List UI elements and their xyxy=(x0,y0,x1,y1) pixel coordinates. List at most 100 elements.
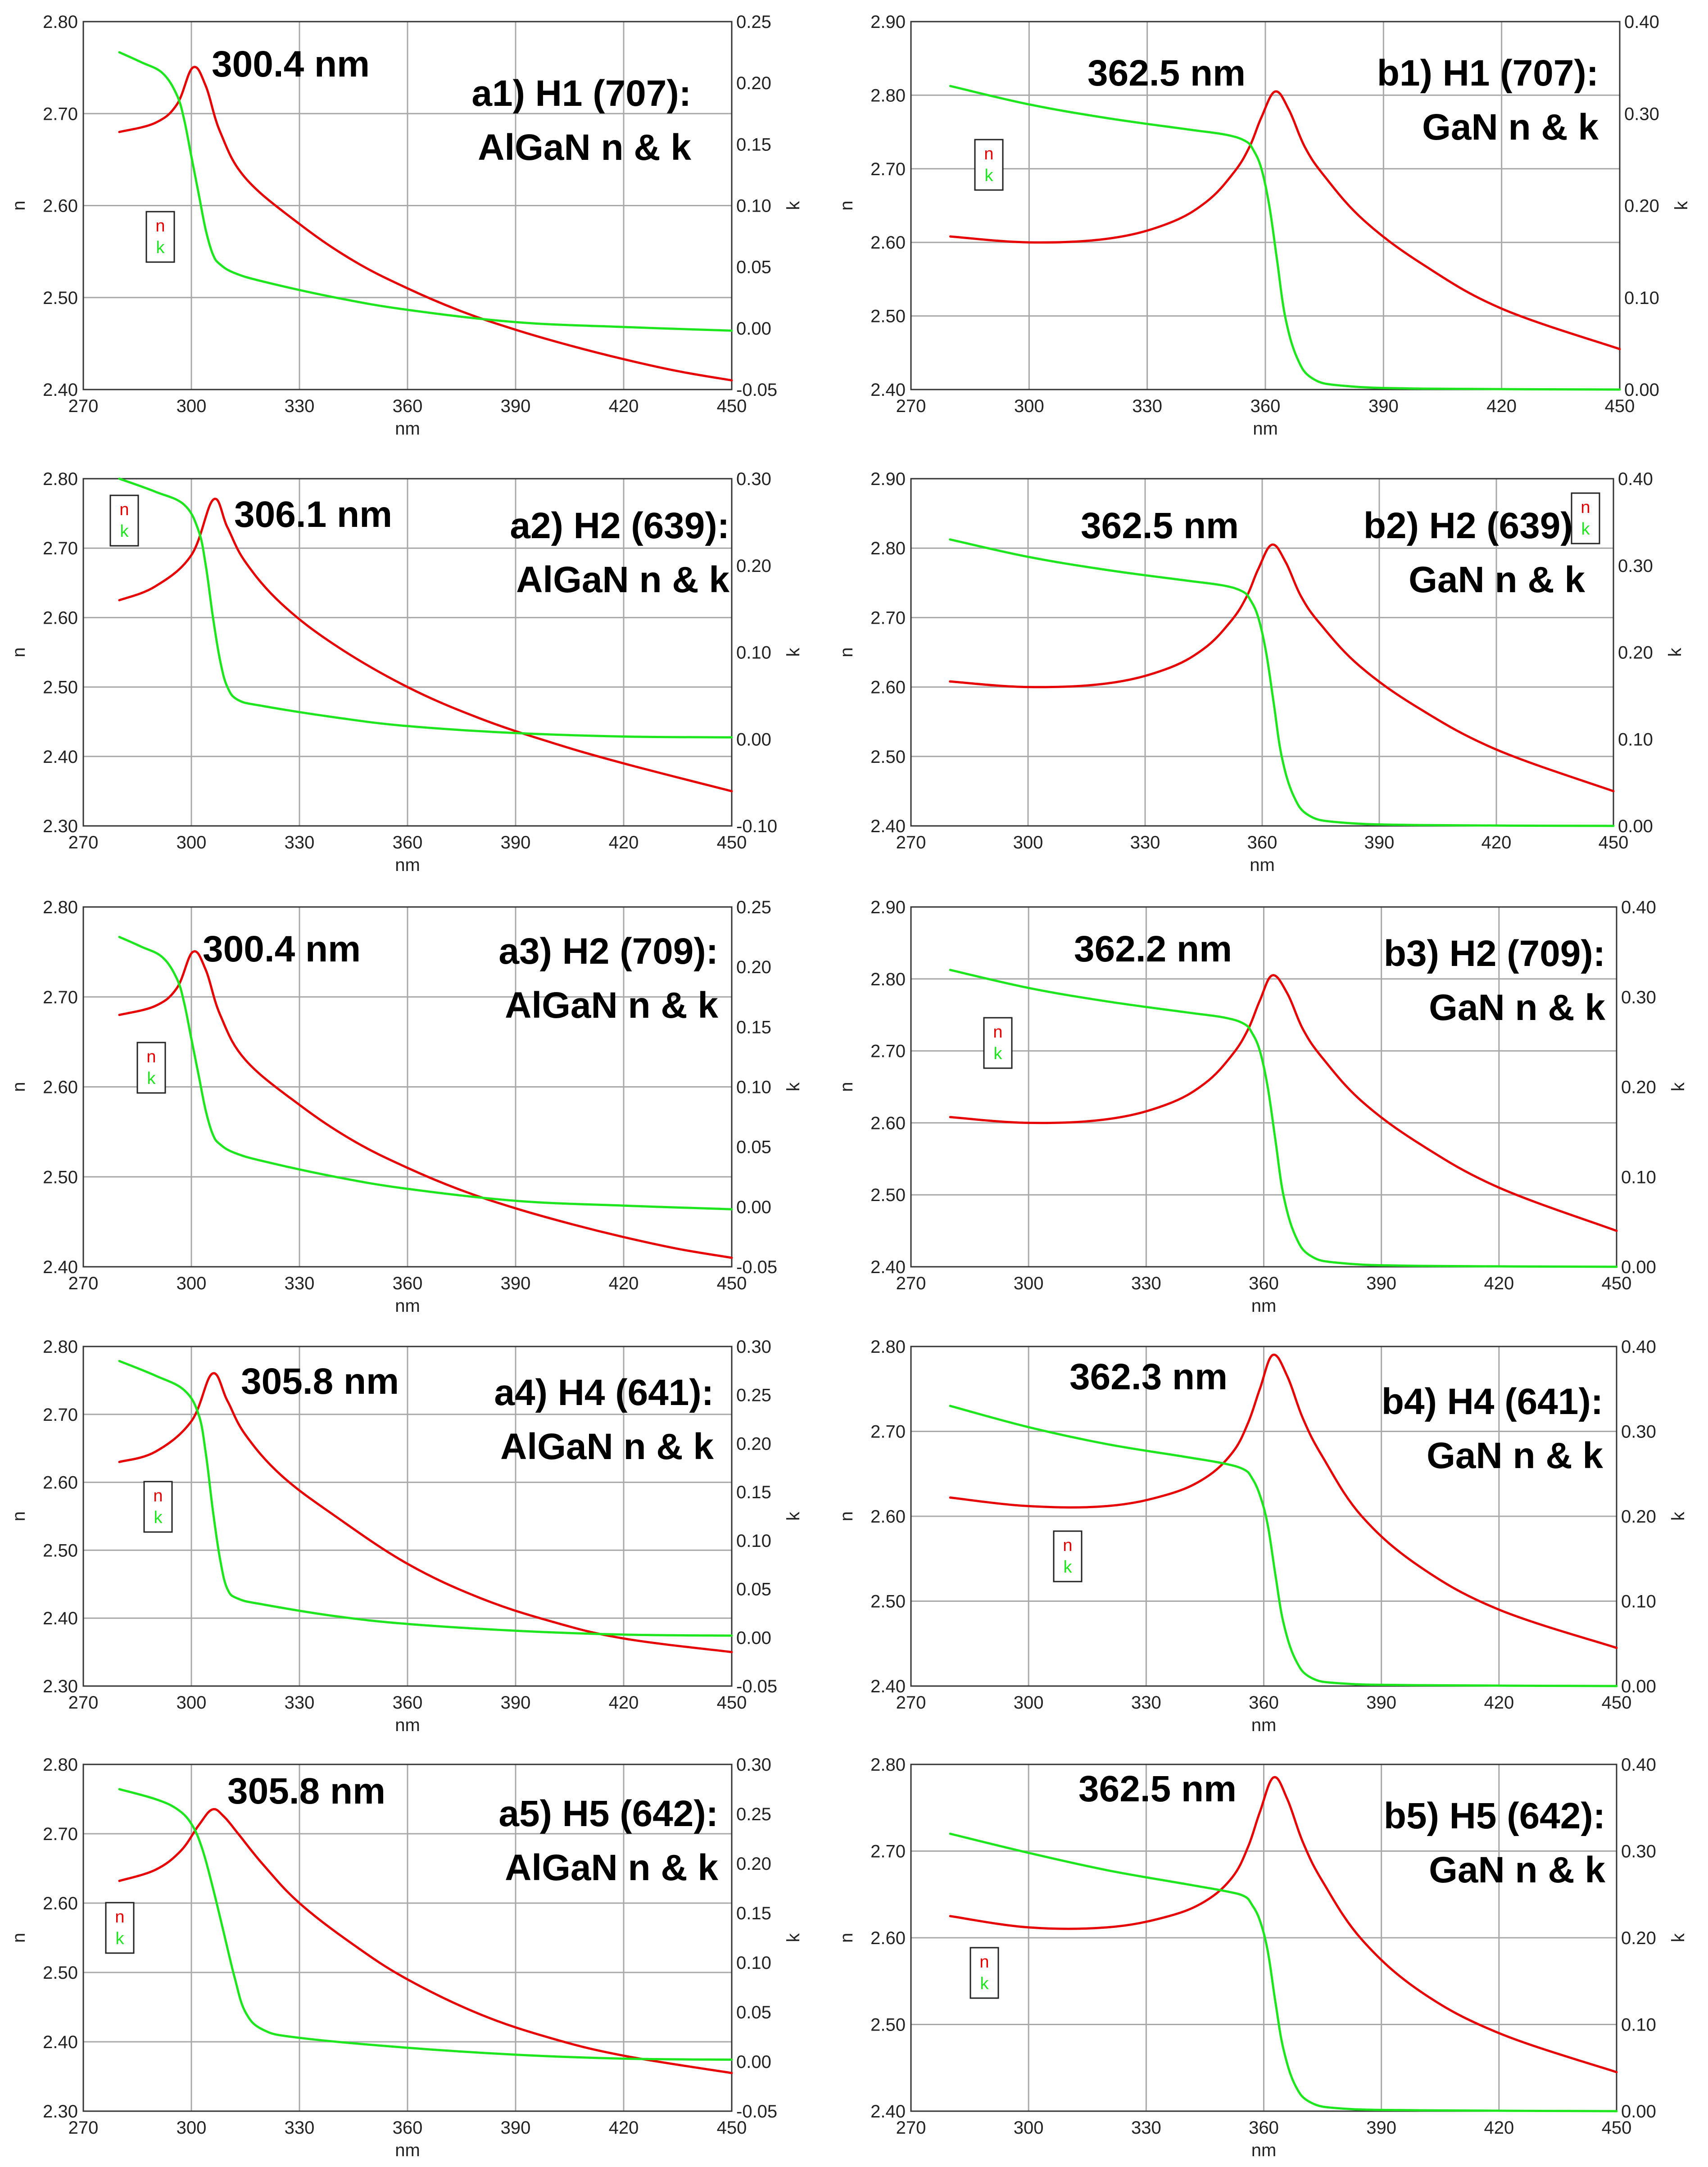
x-axis-label: nm xyxy=(395,1296,420,1316)
y-tick-label-n: 2.50 xyxy=(43,678,78,698)
y-tick-label-n: 2.80 xyxy=(43,898,78,917)
x-tick-label: 300 xyxy=(1014,396,1044,416)
y-tick-label-n: 2.40 xyxy=(43,380,78,400)
y-tick-label-n: 2.70 xyxy=(870,1422,906,1442)
y-tick-label-n: 2.50 xyxy=(870,1185,906,1205)
y-tick-label-k: 0.00 xyxy=(1618,816,1653,836)
y-tick-label-k: 0.00 xyxy=(736,730,771,749)
x-tick-label: 450 xyxy=(1605,396,1635,416)
legend-box xyxy=(974,139,1004,191)
peak-wavelength-label: 300.4 nm xyxy=(212,44,370,85)
legend-entry-k: k xyxy=(1064,1558,1073,1577)
y-axis-label-k: k xyxy=(1668,1933,1688,1942)
y-axis-label-n: n xyxy=(837,200,856,210)
y-tick-label-k: 0.40 xyxy=(1621,1337,1656,1357)
series-line-k xyxy=(118,1788,733,2061)
y-tick-label-k: 0.30 xyxy=(736,469,771,489)
y-tick-label-n: 2.80 xyxy=(43,12,78,32)
y-tick-label-n: 2.40 xyxy=(870,380,906,400)
x-tick-label: 360 xyxy=(1250,396,1281,416)
y-tick-label-k: 0.30 xyxy=(1621,1422,1656,1442)
y-tick-label-k: 0.00 xyxy=(1624,380,1659,400)
x-tick-label: 330 xyxy=(285,2118,315,2138)
series-line-n xyxy=(949,1353,1618,1649)
y-tick-label-k: 0.00 xyxy=(1621,1677,1656,1696)
legend-box xyxy=(970,1947,999,1999)
y-tick-label-n: 2.60 xyxy=(870,233,906,253)
legend-entry-k: k xyxy=(985,166,994,185)
chart-panel-a3: 270 300 330 360 390 420 450 2.40 2.50 2.60 2.70 2.8… xyxy=(9,898,803,1316)
y-tick-label-k: 0.20 xyxy=(736,1434,771,1454)
y-tick-label-k: 0.20 xyxy=(1621,1928,1656,1948)
legend-entry-n: n xyxy=(119,500,129,519)
y-tick-label-n: 2.70 xyxy=(43,1405,78,1425)
y-tick-label-n: 2.30 xyxy=(43,1677,78,1696)
x-tick-label: 450 xyxy=(1602,1274,1632,1293)
y-tick-label-n: 2.60 xyxy=(870,1113,906,1133)
y-tick-label-n: 2.60 xyxy=(43,196,78,216)
y-tick-label-n: 2.70 xyxy=(43,1824,78,1844)
x-tick-label: 360 xyxy=(393,396,423,416)
y-tick-label-k: 0.20 xyxy=(1624,196,1659,216)
x-tick-label: 450 xyxy=(717,1693,747,1713)
y-tick-label-n: 2.80 xyxy=(870,1337,906,1357)
y-tick-label-n: 2.40 xyxy=(870,2102,906,2122)
legend-entry-n: n xyxy=(993,1023,1002,1042)
panel-title-line1: b3) H2 (709): xyxy=(1384,933,1605,974)
y-tick-label-n: 2.30 xyxy=(43,816,78,836)
y-tick-label-n: 2.90 xyxy=(870,898,906,917)
series-line-n xyxy=(118,498,733,793)
legend-box xyxy=(1571,492,1600,544)
x-tick-label: 420 xyxy=(1484,1274,1514,1293)
plot-frame xyxy=(82,21,733,390)
y-tick-label-n: 2.60 xyxy=(870,1928,906,1948)
y-axis-label-n: n xyxy=(9,200,29,210)
legend: nk xyxy=(970,1947,999,1999)
y-tick-label-k: 0.05 xyxy=(736,2003,771,2022)
y-tick-label-k: 0.30 xyxy=(736,1337,771,1357)
x-tick-label: 390 xyxy=(1366,2118,1396,2138)
panel-title-line1: b2) H2 (639): xyxy=(1364,505,1585,546)
y-tick-label-n: 2.70 xyxy=(43,104,78,124)
panel-title-line2: AlGaN n & k xyxy=(500,1426,714,1467)
chart-panel-b2: 270 300 330 360 390 420 450 2.40 2.50 2.60 2.70 2.8… xyxy=(837,469,1685,875)
y-tick-label-k: 0.05 xyxy=(736,1580,771,1600)
y-tick-label-k: 0.25 xyxy=(736,898,771,917)
y-tick-label-k: 0.20 xyxy=(736,73,771,93)
y-tick-label-n: 2.40 xyxy=(870,816,906,836)
series-line-n xyxy=(118,1808,733,2074)
x-tick-label: 270 xyxy=(68,833,99,852)
y-tick-label-k: 0.10 xyxy=(736,1953,771,1973)
x-tick-label: 300 xyxy=(177,833,207,852)
y-tick-label-n: 2.60 xyxy=(870,1507,906,1527)
y-tick-label-n: 2.40 xyxy=(43,2032,78,2052)
y-tick-label-k: -0.05 xyxy=(736,1257,777,1277)
y-tick-label-k: 0.20 xyxy=(736,957,771,977)
y-axis-label-k: k xyxy=(1668,1511,1688,1521)
peak-wavelength-label: 362.5 nm xyxy=(1081,505,1239,546)
y-tick-label-n: 2.80 xyxy=(870,970,906,989)
panel-title-line2: GaN n & k xyxy=(1429,987,1605,1028)
x-tick-label: 270 xyxy=(68,396,99,416)
legend-entry-k: k xyxy=(120,522,129,541)
y-tick-label-n: 2.50 xyxy=(43,1541,78,1560)
legend-entry-k: k xyxy=(1581,520,1590,539)
x-tick-label: 390 xyxy=(1366,1274,1396,1293)
legend-box xyxy=(1053,1530,1083,1582)
x-tick-label: 270 xyxy=(896,2118,926,2138)
legend-entry-n: n xyxy=(153,1487,163,1505)
series-line-n xyxy=(118,950,733,1259)
y-tick-label-n: 2.70 xyxy=(870,1042,906,1061)
chart-panel-a5: 270 300 330 360 390 420 450 2.30 2.40 2.50 2.60 2.7… xyxy=(9,1755,803,2160)
x-tick-label: 270 xyxy=(896,396,926,416)
y-tick-label-k: 0.00 xyxy=(736,2052,771,2072)
series-line-n xyxy=(949,90,1621,350)
x-tick-label: 360 xyxy=(393,1274,423,1293)
y-tick-label-k: 0.25 xyxy=(736,12,771,32)
y-tick-label-k: 0.20 xyxy=(736,1854,771,1874)
y-tick-label-k: -0.05 xyxy=(736,380,777,400)
x-tick-label: 360 xyxy=(1249,1693,1279,1713)
x-tick-label: 390 xyxy=(501,833,531,852)
y-tick-label-k: 0.25 xyxy=(736,1804,771,1824)
y-axis-label-n: n xyxy=(9,1933,29,1943)
